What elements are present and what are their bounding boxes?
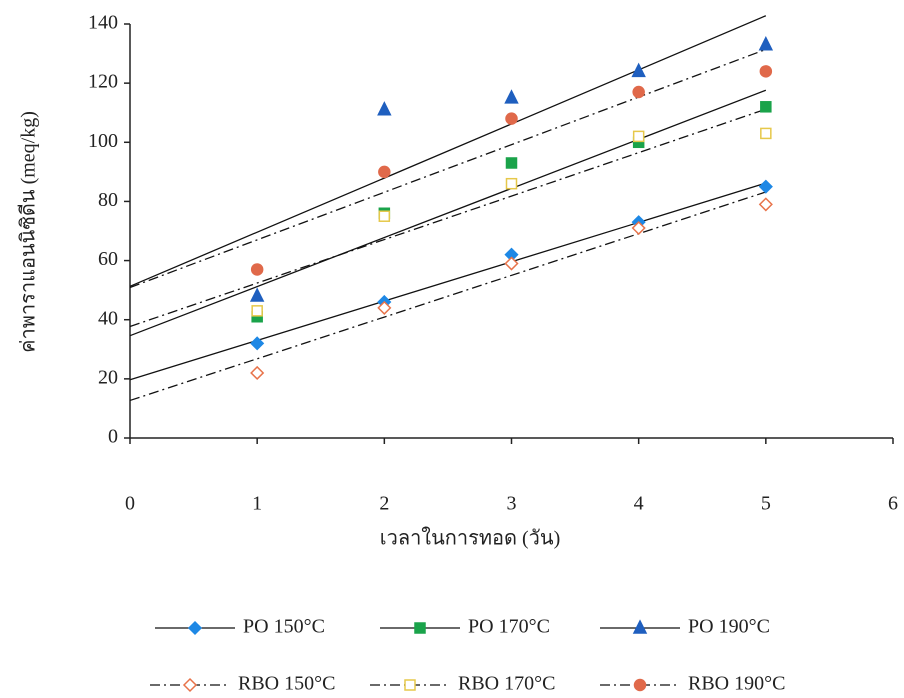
y-tick-label: 60 — [98, 248, 118, 270]
marker — [632, 85, 645, 99]
marker — [631, 62, 646, 78]
marker — [504, 89, 519, 104]
marker — [404, 679, 416, 691]
legend-label: RBO 170°C — [458, 673, 555, 695]
marker — [250, 336, 265, 351]
marker — [504, 256, 519, 271]
marker — [505, 112, 518, 125]
marker — [759, 65, 773, 78]
y-tick-label: 120 — [88, 71, 118, 93]
marker — [187, 620, 203, 636]
marker — [505, 177, 518, 190]
x-tick-label: 5 — [761, 493, 771, 515]
y-tick-label: 0 — [108, 426, 118, 448]
y-tick-label: 20 — [98, 366, 118, 388]
trend-line — [129, 108, 767, 328]
marker — [182, 677, 198, 693]
y-tick-label: 40 — [98, 307, 118, 329]
marker — [632, 619, 648, 634]
legend-label: PO 190°C — [688, 616, 770, 638]
trend-line — [129, 191, 767, 402]
y-tick-label: 100 — [88, 130, 118, 152]
marker — [377, 300, 392, 315]
x-tick-label: 4 — [634, 493, 644, 515]
marker — [758, 179, 773, 194]
marker — [250, 263, 264, 276]
trend-line — [129, 15, 767, 287]
marker — [631, 220, 646, 236]
marker — [378, 165, 391, 179]
x-tick-label: 6 — [888, 493, 898, 515]
marker — [377, 101, 392, 116]
legend-item: RBO 150°C — [150, 673, 335, 695]
y-tick-label: 140 — [88, 12, 118, 34]
legend-label: RBO 150°C — [238, 673, 335, 695]
trend-line — [129, 89, 767, 337]
trend-line — [129, 182, 767, 381]
marker — [758, 197, 773, 212]
legend-item: RBO 170°C — [370, 673, 555, 695]
trend-line — [129, 48, 767, 289]
x-tick-label: 0 — [125, 493, 135, 515]
marker — [758, 36, 774, 51]
marker — [632, 130, 645, 143]
x-axis-label: เวลาในการทอด (วัน) — [380, 527, 560, 550]
marker — [505, 157, 518, 169]
y-axis-label: ค่าพาราแอนนิซิดีน (meq/kg) — [18, 111, 40, 353]
marker — [378, 210, 391, 222]
legend-label: PO 170°C — [468, 616, 550, 638]
legend-label: PO 150°C — [243, 616, 325, 638]
marker — [414, 622, 426, 634]
marker — [760, 127, 772, 140]
x-tick-label: 2 — [379, 493, 389, 515]
marker — [249, 287, 265, 302]
marker — [250, 365, 265, 381]
x-tick-label: 3 — [507, 493, 517, 515]
marker — [251, 305, 263, 317]
marker — [633, 678, 647, 692]
marker — [760, 101, 772, 113]
legend-item: RBO 190°C — [600, 673, 785, 695]
x-tick-label: 1 — [252, 493, 262, 515]
y-tick-label: 80 — [98, 189, 118, 211]
legend-item: PO 150°C — [155, 616, 325, 638]
legend-label: RBO 190°C — [688, 673, 785, 695]
legend-item: PO 190°C — [600, 616, 770, 638]
legend-item: PO 170°C — [380, 616, 550, 638]
